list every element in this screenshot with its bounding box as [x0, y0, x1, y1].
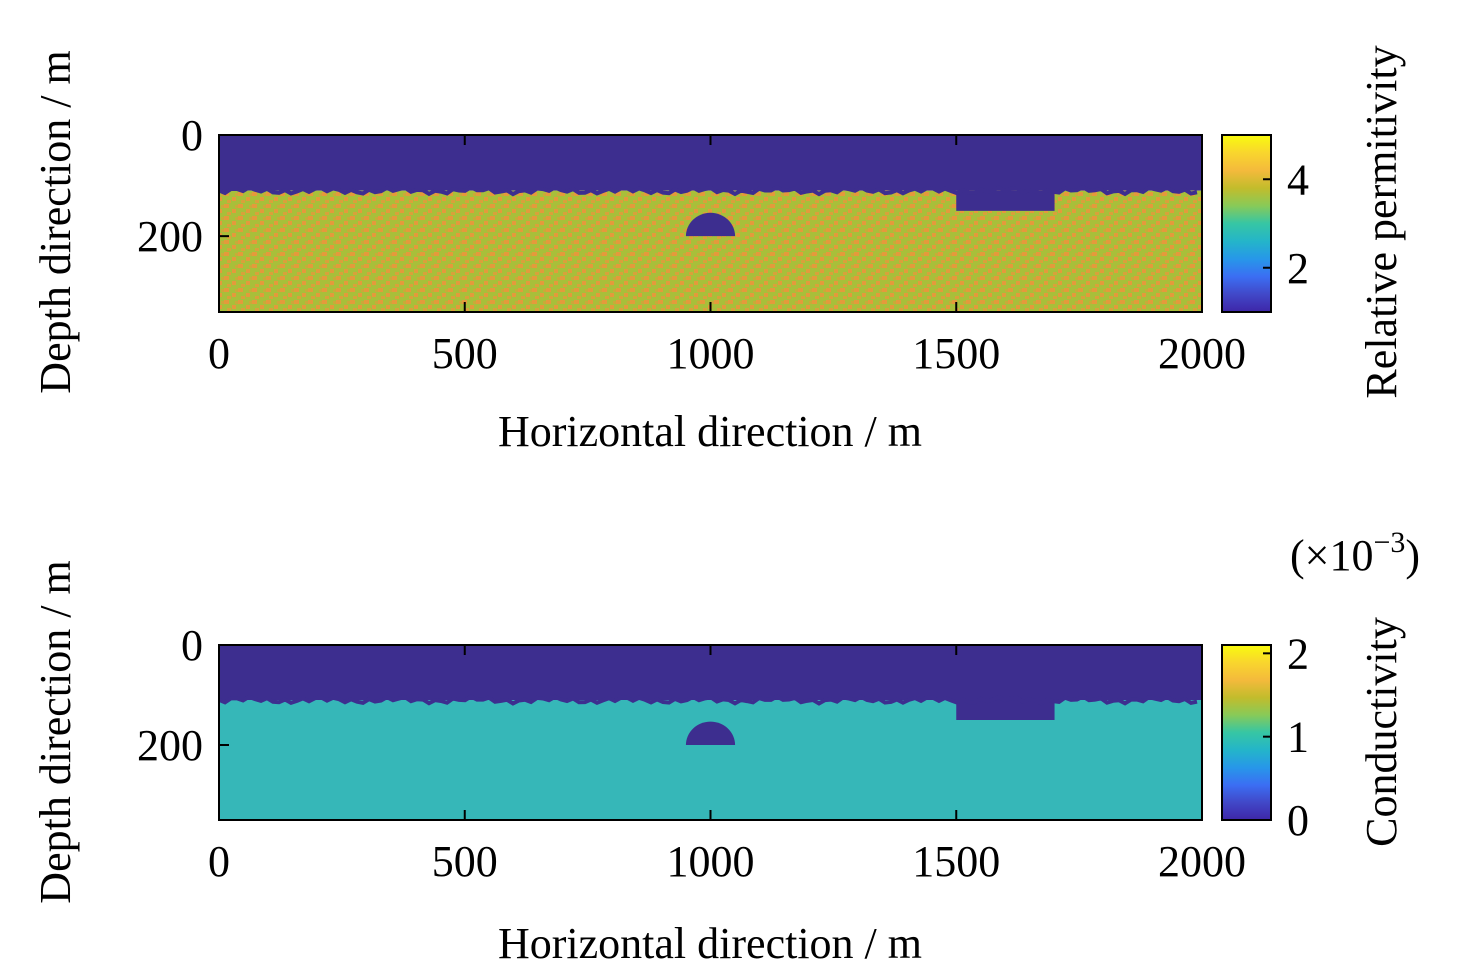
y-tick-label: 0 [181, 621, 203, 670]
heatmap-area: 0 500 1000 1500 2000 0 200 [137, 621, 1246, 886]
interface-boundary [219, 184, 1198, 197]
colorbar-exponent-power: −3 [1373, 526, 1405, 559]
colorbar-tick-label: 2 [1287, 629, 1309, 678]
panel-permittivity: 0 500 1000 1500 2000 0 200 Horizontal directio… [31, 45, 1406, 456]
colorbar-exponent: (×10−3) [1290, 526, 1420, 580]
x-tick-label: 0 [208, 837, 230, 886]
colorbar-frame [1221, 644, 1272, 821]
panel-conductivity: 0 500 1000 1500 2000 0 200 Horizontal directio… [31, 526, 1420, 968]
colorbar: 24 [1221, 134, 1309, 313]
colorbar-tick-label: 2 [1287, 244, 1309, 293]
region-semicircular-void [685, 212, 736, 237]
x-tick-label: 1000 [667, 329, 755, 378]
colorbar-label: Conductivity [1357, 617, 1406, 847]
x-axis-label: Horizontal direction / m [498, 919, 922, 968]
x-tick-label: 0 [208, 329, 230, 378]
x-tick-label: 500 [432, 837, 498, 886]
plot-content [219, 645, 1202, 820]
colorbar: 0 1 2 [1221, 629, 1309, 845]
x-tick-label: 1000 [667, 837, 755, 886]
x-tick-label: 500 [432, 329, 498, 378]
x-tick-label: 1500 [912, 837, 1000, 886]
colorbar-gradient [1222, 645, 1271, 820]
region-rectangular-void [956, 700, 1055, 720]
heatmap-area: 0 500 1000 1500 2000 0 200 [137, 111, 1246, 378]
y-tick-label: 0 [181, 111, 203, 160]
x-tick-label: 2000 [1158, 837, 1246, 886]
colorbar-frame [1221, 134, 1272, 313]
y-tick-label: 200 [137, 721, 203, 770]
colorbar-exponent-close: ) [1405, 531, 1420, 580]
x-axis-label: Horizontal direction / m [498, 407, 922, 456]
y-axis-label: Depth direction / m [31, 50, 80, 393]
colorbar-label: Relative permitivity [1357, 45, 1406, 398]
plot-content [219, 135, 1202, 312]
interface-boundary [219, 694, 1198, 706]
colorbar-gradient [1222, 135, 1271, 312]
x-tick-label: 1500 [912, 329, 1000, 378]
region-semicircular-void [685, 721, 736, 745]
colorbar-tick-label: 1 [1287, 713, 1309, 762]
y-tick-label: 200 [137, 212, 203, 261]
colorbar-tick-label: 0 [1287, 796, 1309, 845]
colorbar-tick-label: 4 [1287, 155, 1309, 204]
x-tick-label: 2000 [1158, 329, 1246, 378]
y-axis-label: Depth direction / m [31, 560, 80, 903]
region-rectangular-void [956, 190, 1055, 211]
